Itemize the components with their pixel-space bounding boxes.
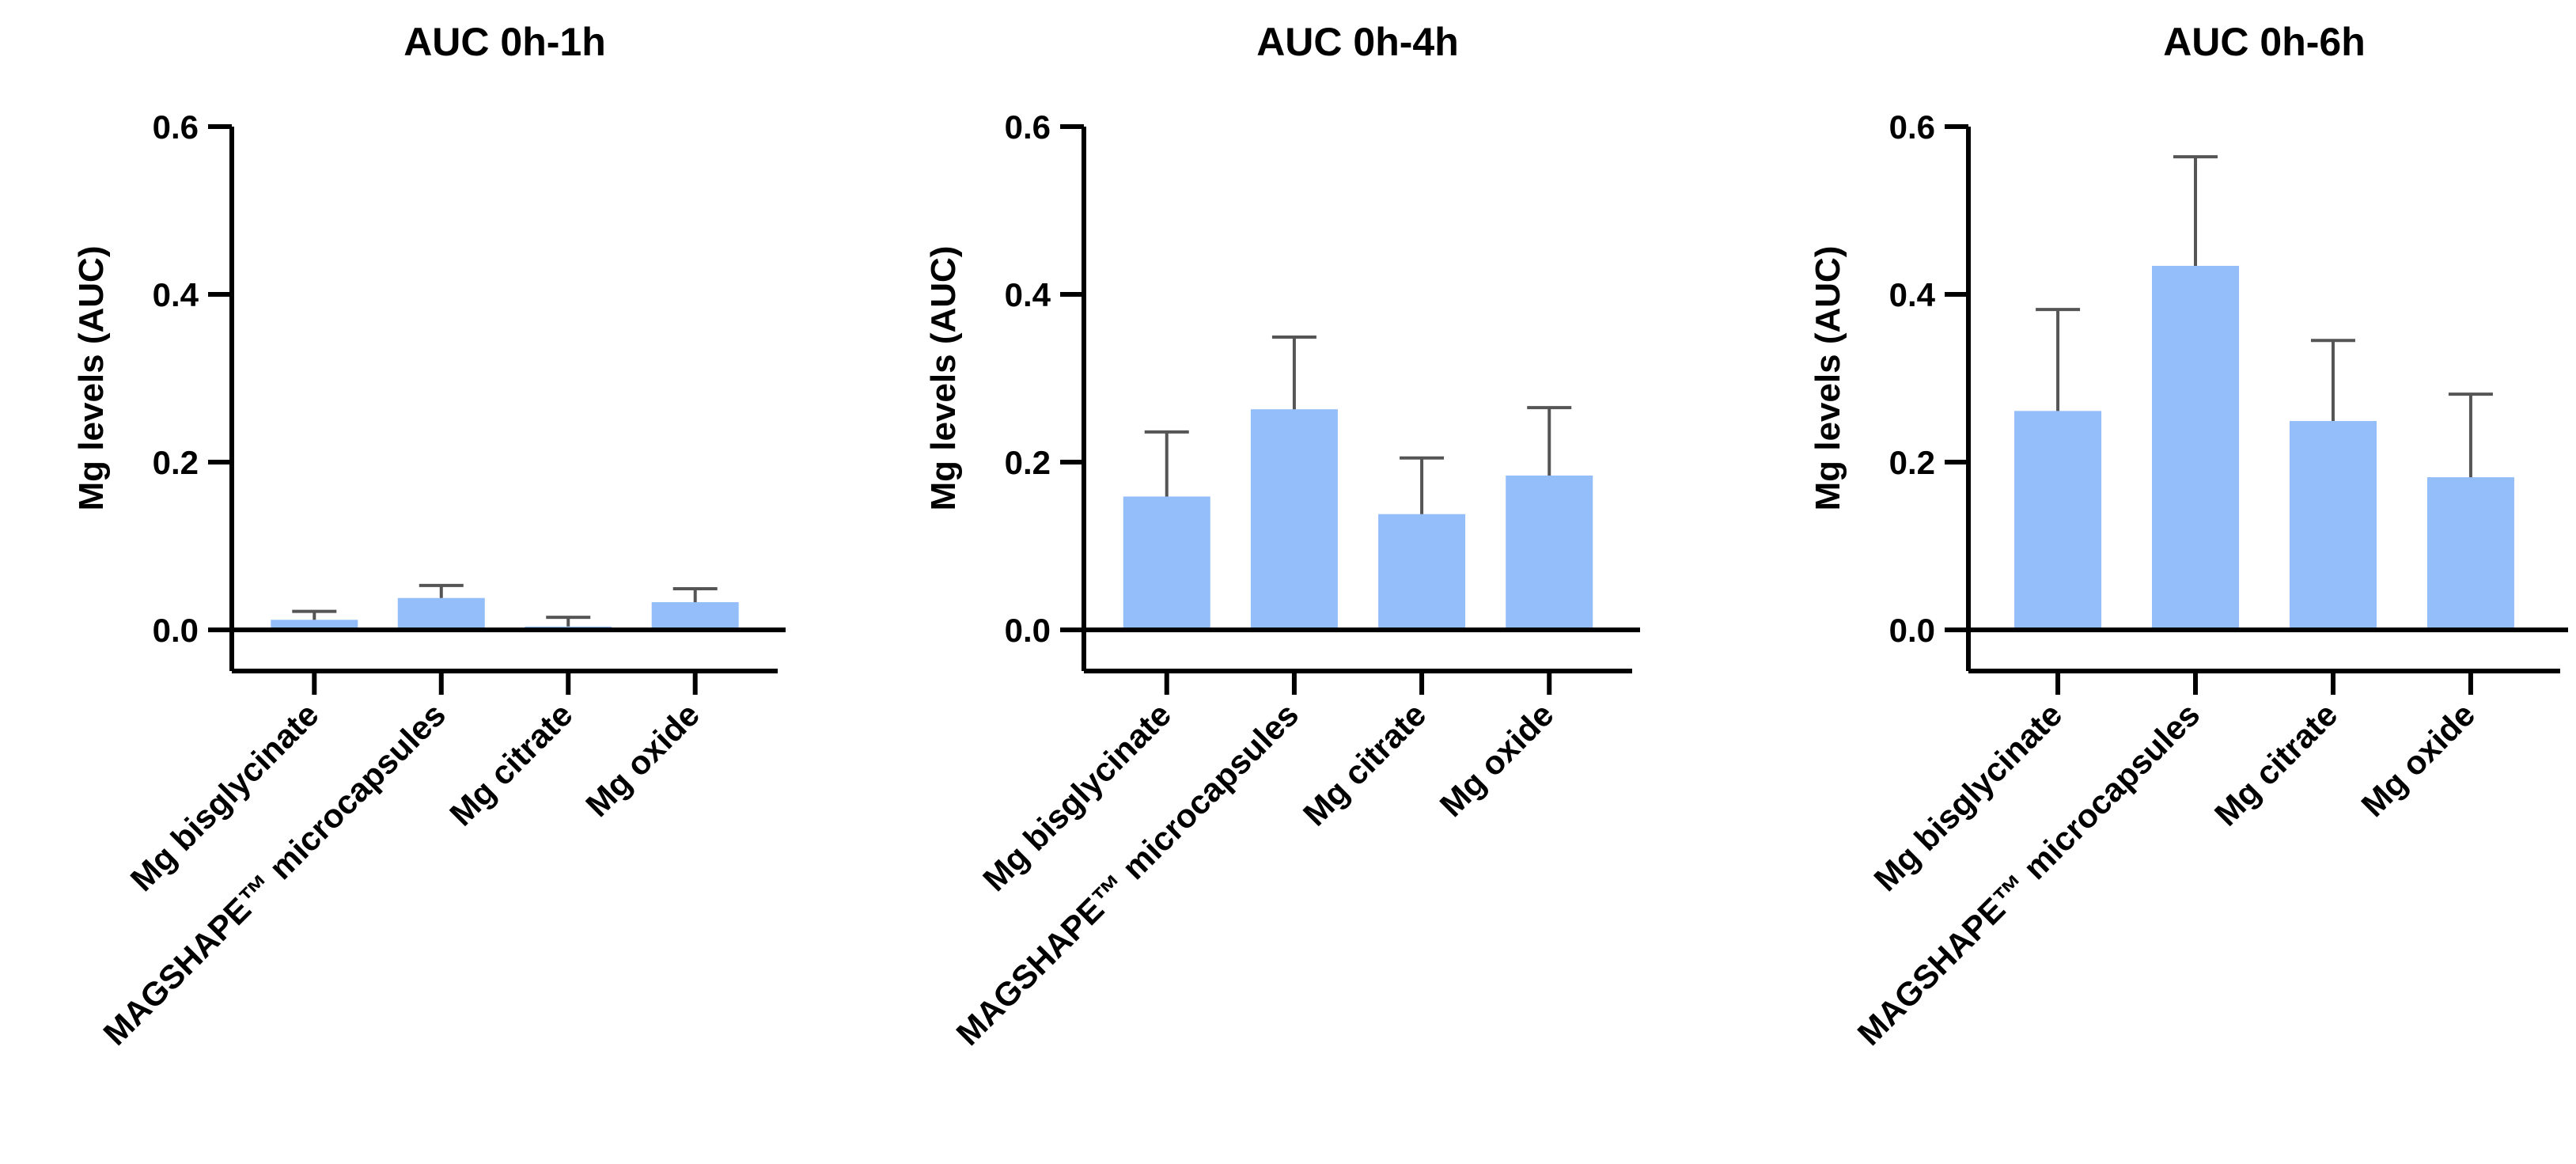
y-axis-label: Mg levels (AUC) [924,246,963,511]
y-axis-label: Mg levels (AUC) [72,246,111,511]
x-tick-label: Mg oxide [2354,696,2482,824]
chart-title: AUC 0h-6h [2163,20,2366,64]
y-tick-label: 0.6 [1889,108,1935,146]
bar-2 [397,597,485,630]
y-axis-label: Mg levels (AUC) [1809,246,1847,511]
y-tick-label: 0.4 [1005,276,1051,313]
bar-2 [1250,409,1338,630]
x-tick-label: Mg oxide [1433,696,1561,824]
bar-3 [1378,514,1466,630]
x-tick-label: Mg citrate [1296,696,1434,833]
y-tick-label: 0.6 [1005,108,1051,146]
bar-3 [2289,421,2377,630]
y-tick-label: 0.2 [1889,444,1935,481]
chart-title: AUC 0h-1h [403,20,606,64]
bar-1 [1123,496,1210,630]
y-tick-label: 0.4 [153,276,199,313]
y-tick-label: 0.2 [1005,444,1051,481]
bar-4 [2426,477,2514,630]
y-tick-label: 0.4 [1889,276,1936,313]
y-tick-label: 0.6 [153,108,199,146]
bar-1 [2014,411,2102,630]
x-tick-label: Mg citrate [442,696,580,833]
bar-1 [271,620,358,630]
bar-4 [651,602,739,630]
bar-4 [1506,475,1593,630]
x-tick-label: Mg oxide [578,696,707,824]
bar-2 [2152,265,2240,630]
y-tick-label: 0.0 [1889,612,1935,649]
y-tick-label: 0.0 [153,612,199,649]
y-tick-label: 0.0 [1005,612,1051,649]
x-tick-label: Mg citrate [2207,696,2345,833]
chart-title: AUC 0h-4h [1256,20,1459,64]
y-tick-label: 0.2 [153,444,199,481]
